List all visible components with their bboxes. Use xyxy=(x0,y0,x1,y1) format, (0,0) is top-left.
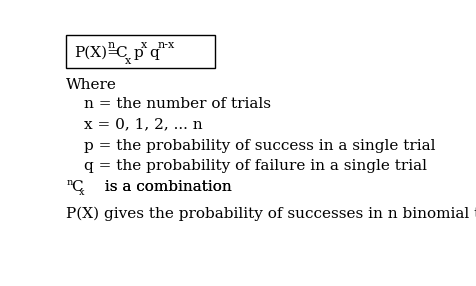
Text: n = the number of trials: n = the number of trials xyxy=(83,97,270,111)
Text: is a combination: is a combination xyxy=(99,180,231,194)
Text: q: q xyxy=(149,46,159,60)
Text: n: n xyxy=(108,40,115,50)
Bar xyxy=(66,35,214,68)
Text: x: x xyxy=(141,40,147,50)
Text: n-x: n-x xyxy=(157,40,175,50)
Text: n: n xyxy=(66,178,72,187)
Text: C: C xyxy=(114,46,126,60)
Text: x: x xyxy=(125,56,131,66)
Text: x = 0, 1, 2, ... n: x = 0, 1, 2, ... n xyxy=(83,118,202,132)
Text: P(X) gives the probability of successes in n binomial trials.: P(X) gives the probability of successes … xyxy=(66,206,476,221)
Text: p: p xyxy=(133,46,143,60)
Text: q = the probability of failure in a single trial: q = the probability of failure in a sing… xyxy=(83,160,426,173)
Text: p = the probability of success in a single trial: p = the probability of success in a sing… xyxy=(83,138,434,152)
Text: Where: Where xyxy=(66,78,117,92)
Text: is a combination: is a combination xyxy=(99,180,231,194)
Text: x: x xyxy=(79,188,84,197)
Text: C: C xyxy=(70,180,82,194)
Text: P(X)=: P(X)= xyxy=(73,46,119,60)
